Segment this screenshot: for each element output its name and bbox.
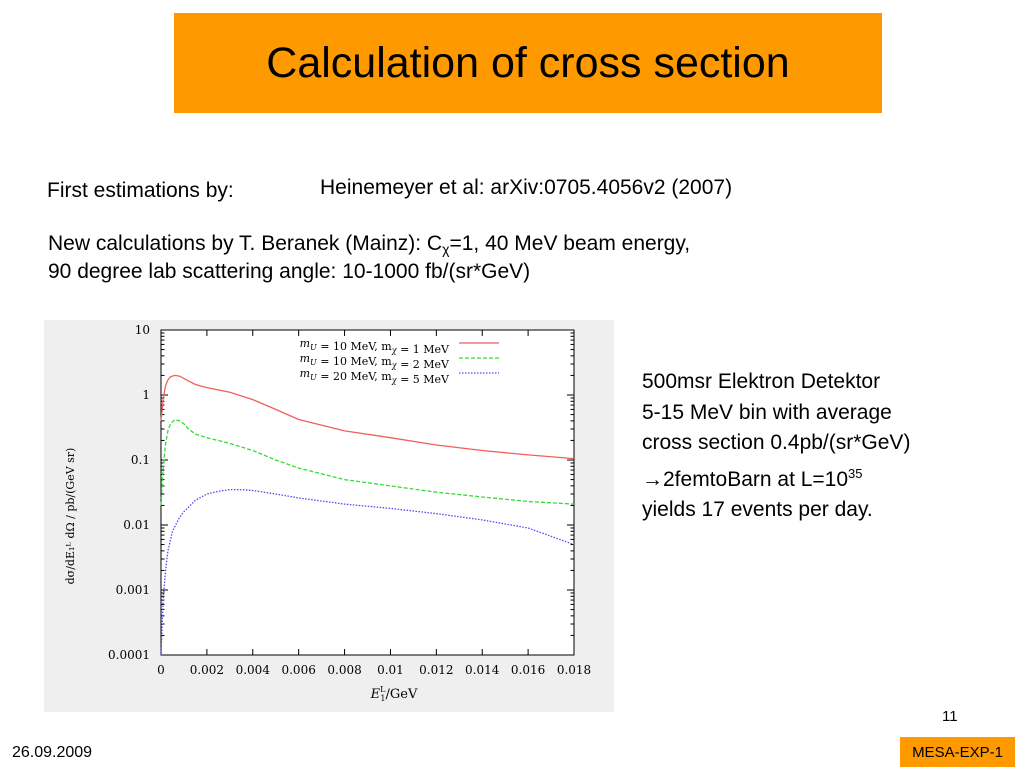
legend-label-3: mU = 20 MeV, mχ = 5 MeV bbox=[300, 367, 450, 386]
slide-title: Calculation of cross section bbox=[266, 38, 790, 87]
plot-svg: dσ/dE₁ᴸ dΩ / pb/(GeV sr) EL 1/GeV 0 0.002 0… bbox=[64, 323, 591, 703]
x-label-sub: 1 bbox=[380, 694, 385, 703]
first-estimations-label: First estimations by: bbox=[47, 179, 234, 202]
note-line2: 5-15 MeV bin with average bbox=[642, 400, 892, 424]
note-line3: cross section 0.4pb/(sr*GeV) bbox=[642, 431, 911, 454]
note-line4-text: 2femtoBarn at L=10 bbox=[663, 467, 849, 491]
footer-tag: MESA-EXP-1 bbox=[900, 737, 1015, 767]
legend-label-1: mU = 10 MeV, mχ = 1 MeV bbox=[300, 337, 450, 356]
new-calc-line2: 90 degree lab scattering angle: 10-1000 … bbox=[48, 259, 531, 283]
new-calculations-text: New calculations by T. Beranek (Mainz): … bbox=[48, 231, 690, 285]
first-estimations-reference: Heinemeyer et al: arXiv:0705.4056v2 (200… bbox=[320, 176, 733, 199]
x-tick-label: 0.014 bbox=[465, 663, 500, 677]
legend-label-2: mU = 10 MeV, mχ = 2 MeV bbox=[300, 352, 450, 371]
note-line5: yields 17 events per day. bbox=[642, 498, 873, 521]
x-tick-label: 0.008 bbox=[327, 663, 361, 677]
x-tick-label: 0.004 bbox=[236, 663, 271, 677]
x-tick-label: 0.006 bbox=[281, 663, 315, 677]
luminosity-exponent: 35 bbox=[848, 465, 863, 481]
detector-note: 500msr Elektron Detektor 5-15 MeV bin wi… bbox=[642, 367, 910, 526]
y-axis-label: dσ/dE₁ᴸ dΩ / pb/(GeV sr) bbox=[64, 448, 77, 585]
title-banner: Calculation of cross section bbox=[174, 13, 882, 113]
page-number: 11 bbox=[942, 708, 958, 725]
new-calc-line1-pre: New calculations by T. Beranek (Mainz): … bbox=[48, 232, 443, 255]
x-label-sup: L bbox=[380, 685, 386, 694]
footer-date: 26.09.2009 bbox=[12, 744, 93, 761]
y-tick-label: 0.0001 bbox=[108, 648, 150, 662]
y-tick-label: 1 bbox=[142, 388, 150, 402]
footer-tag-label: MESA-EXP-1 bbox=[912, 743, 1003, 761]
series-line-2 bbox=[160, 418, 575, 506]
x-tick-label: 0.002 bbox=[190, 663, 224, 677]
x-axis-label: EL 1/GeV bbox=[370, 685, 418, 703]
y-tick-label: 0.1 bbox=[131, 453, 150, 467]
arrow-icon: → bbox=[642, 467, 663, 491]
y-tick-label: 0.01 bbox=[123, 518, 150, 532]
x-tick-label: 0.018 bbox=[557, 663, 591, 677]
y-tick-label: 10 bbox=[135, 323, 150, 337]
note-line1: 500msr Elektron Detektor bbox=[642, 370, 881, 393]
cross-section-plot: dσ/dE₁ᴸ dΩ / pb/(GeV sr) EL 1/GeV 0 0.002 0… bbox=[44, 320, 614, 712]
series-line-3 bbox=[160, 488, 575, 656]
x-tick-label: 0.01 bbox=[377, 663, 404, 677]
note-line4: →2femtoBarn at L=1035 bbox=[642, 459, 910, 496]
x-tick-label: 0 bbox=[157, 663, 165, 677]
x-tick-label: 0.016 bbox=[511, 663, 545, 677]
series-line-1 bbox=[160, 374, 575, 460]
x-tick-label: 0.012 bbox=[419, 663, 453, 677]
x-label-main: E bbox=[370, 687, 381, 702]
chi-subscript: χ bbox=[442, 241, 450, 257]
y-tick-label: 0.001 bbox=[116, 583, 150, 597]
new-calc-line1-post: =1, 40 MeV beam energy, bbox=[449, 232, 691, 255]
x-label-unit: /GeV bbox=[386, 687, 418, 702]
plot-area bbox=[160, 329, 575, 656]
